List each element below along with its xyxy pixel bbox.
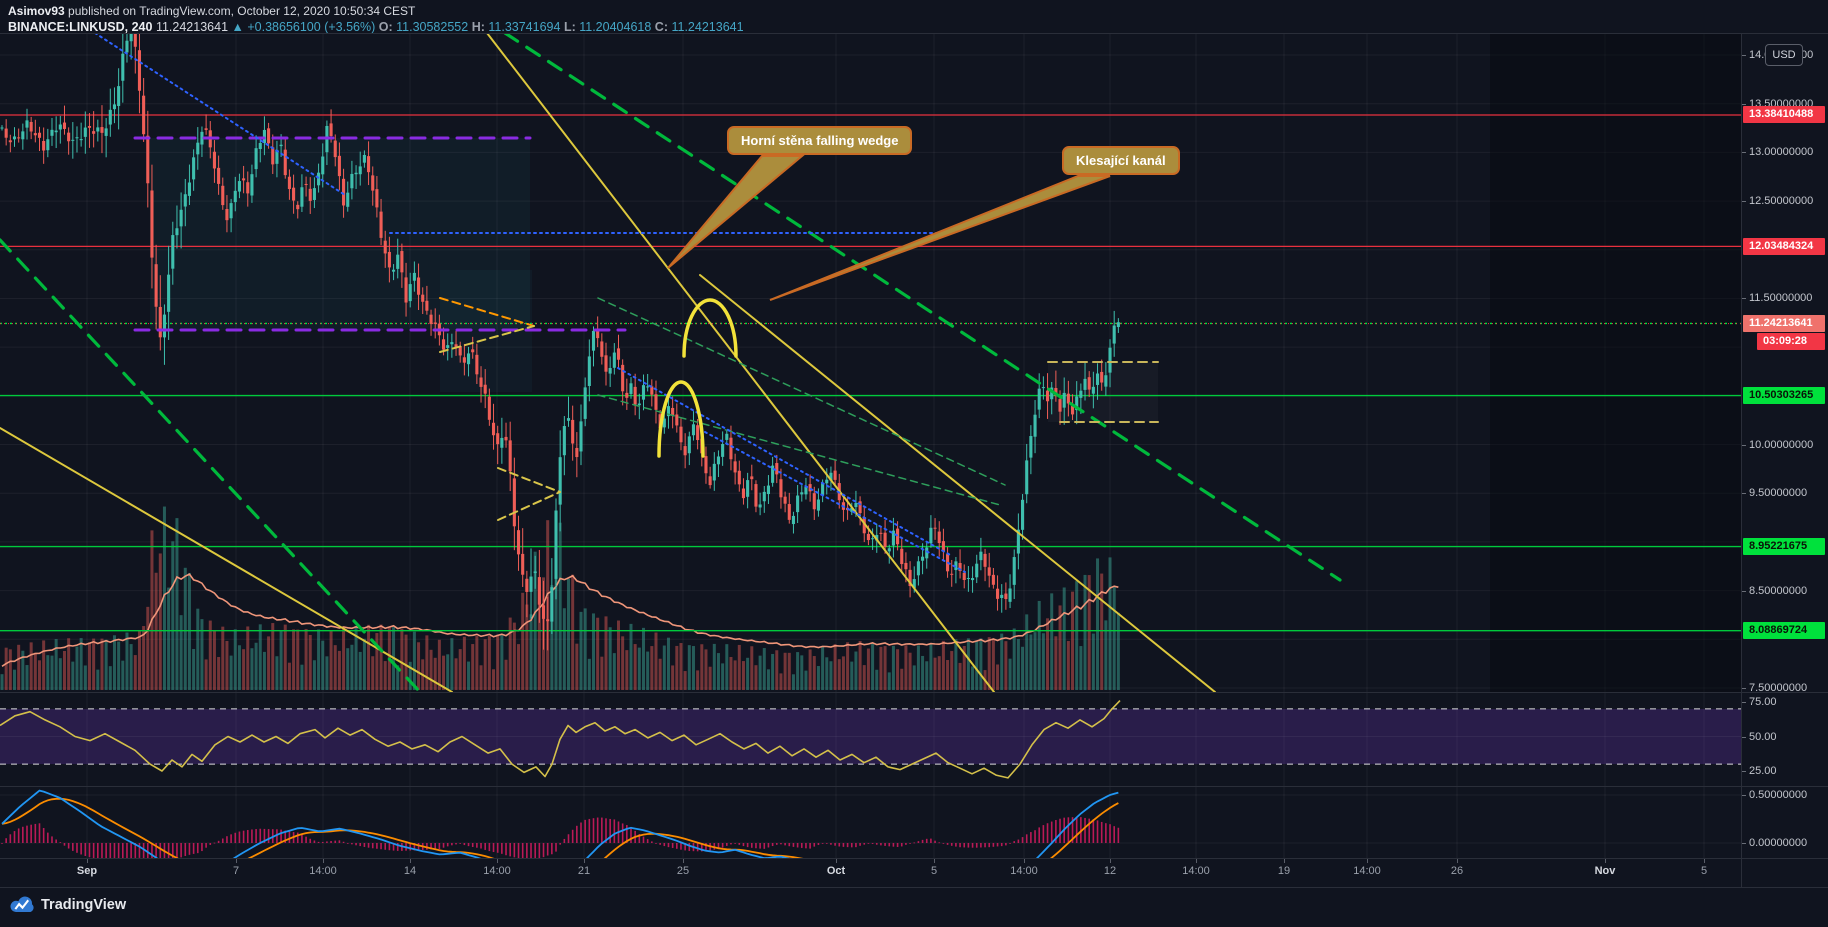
time-tick-label: Nov [1594, 865, 1616, 877]
rsi-tick [1742, 771, 1746, 772]
author-name: Asimov93 [8, 4, 65, 18]
price-level-tag: 11.24213641 [1743, 315, 1825, 333]
time-tick-label: 14:00 [1010, 865, 1038, 877]
time-tick [323, 859, 324, 863]
time-axis-border [0, 858, 1828, 859]
price-label: 10.00000000 [1749, 438, 1814, 451]
price-change: +0.38656100 (+3.56%) [247, 20, 376, 34]
time-tick [1024, 859, 1025, 863]
rsi-tick [1742, 736, 1746, 738]
time-axis[interactable]: Sep 7 14:00 14 14:00 21 25 Oct 5 14:00 12 14:00 19 14… [0, 859, 1741, 887]
price-tick [1742, 152, 1746, 154]
price-tick [1742, 55, 1746, 56]
time-tick-label: 19 [1277, 865, 1291, 877]
low-value: 11.20404618 [579, 20, 652, 34]
countdown-tag: 03:09:28 [1757, 332, 1825, 350]
price-tick [1742, 201, 1746, 203]
chart-top-border [0, 33, 1828, 34]
high-value: 11.33741694 [488, 20, 561, 34]
rsi-label: 75.00 [1749, 696, 1777, 708]
time-tick-label: 5 [1700, 865, 1708, 877]
time-tick [1367, 859, 1368, 863]
rsi-label: 50.00 [1749, 730, 1777, 743]
price-tick [1742, 298, 1746, 300]
time-tick-label: Sep [76, 865, 98, 877]
close-value: 11.24213641 [671, 20, 744, 34]
time-tick [584, 859, 585, 863]
rsi-label: 25.00 [1749, 765, 1777, 777]
price-label: 12.50000000 [1749, 195, 1814, 208]
macd-label: 0.50000000 [1749, 789, 1808, 801]
callout-falling-wedge[interactable]: Horní stěna falling wedge [727, 126, 913, 155]
price-axis[interactable]: USD 14.0000000013.5000000013.0000000012.… [1742, 33, 1828, 858]
time-tick-label: Oct [826, 865, 846, 877]
price-tick [1742, 444, 1746, 446]
symbol-info-row: BINANCE:LINKUSD, 240 11.24213641 ▲ +0.38… [8, 20, 744, 34]
publish-text: published on TradingView.com, October 12… [68, 4, 416, 18]
macd-tick [1742, 843, 1746, 844]
last-price: 11.24213641 [155, 20, 229, 34]
rsi-tick [1742, 702, 1746, 703]
time-tick [836, 859, 837, 863]
price-level-tag: 8.95221675 [1743, 538, 1825, 556]
open-label: O: [378, 20, 393, 34]
publish-info: Asimov93 published on TradingView.com, O… [8, 4, 415, 18]
price-tick [1742, 687, 1746, 689]
time-tick-label: 21 [577, 865, 591, 877]
high-label: H: [471, 20, 485, 34]
time-tick [497, 859, 498, 863]
time-tick-label: 14:00 [309, 865, 337, 877]
time-tick [934, 859, 935, 863]
time-tick [683, 859, 684, 863]
open-value: 11.30582552 [396, 20, 469, 34]
price-axis-border [1741, 33, 1742, 887]
price-label: 9.50000000 [1749, 487, 1808, 500]
time-tick [236, 859, 237, 863]
time-tick-label: 5 [930, 865, 938, 877]
price-level-tag: 13.38410488 [1743, 106, 1825, 124]
rsi-separator[interactable] [0, 692, 1828, 693]
tradingview-logo-text: TradingView [41, 897, 127, 913]
time-tick-label: 25 [676, 865, 690, 877]
tradingview-logo-icon [10, 896, 34, 912]
tradingview-watermark[interactable]: TradingView [10, 893, 126, 917]
time-tick [1704, 859, 1705, 863]
macd-label: 0.00000000 [1749, 837, 1808, 849]
time-tick-label: 12 [1103, 865, 1117, 877]
time-tick [1457, 859, 1458, 863]
price-tick [1742, 493, 1746, 495]
time-tick-label: 14 [403, 865, 417, 877]
time-tick [410, 859, 411, 863]
price-label: 8.50000000 [1749, 584, 1808, 597]
macd-tick [1742, 795, 1746, 796]
time-tick [87, 859, 88, 863]
price-level-tag: 12.03484324 [1743, 237, 1825, 255]
time-tick-label: 26 [1450, 865, 1464, 877]
time-tick [1605, 859, 1606, 863]
price-level-tag: 10.50303265 [1743, 387, 1825, 405]
chart-canvas[interactable] [0, 0, 1741, 860]
price-label: 13.00000000 [1749, 146, 1814, 159]
time-tick-label: 14:00 [483, 865, 511, 877]
time-tick [1110, 859, 1111, 863]
price-label: 7.50000000 [1749, 681, 1808, 694]
price-tick [1742, 103, 1746, 105]
symbol-title: BINANCE:LINKUSD, 240 [8, 20, 153, 34]
currency-toggle-button[interactable]: USD [1765, 44, 1803, 66]
change-arrow-icon: ▲ [231, 20, 244, 34]
time-tick-label: 7 [232, 865, 240, 877]
time-tick-label: 14:00 [1182, 865, 1210, 877]
bottom-border [0, 887, 1828, 888]
low-label: L: [563, 20, 576, 34]
price-level-tag: 8.08869724 [1743, 622, 1825, 640]
close-label: C: [654, 20, 668, 34]
callout-descending-channel[interactable]: Klesající kanál [1062, 146, 1180, 175]
macd-separator[interactable] [0, 786, 1828, 787]
time-tick-label: 14:00 [1353, 865, 1381, 877]
time-tick [1196, 859, 1197, 863]
time-tick [1284, 859, 1285, 863]
price-tick [1742, 590, 1746, 592]
price-label: 11.50000000 [1749, 292, 1813, 305]
